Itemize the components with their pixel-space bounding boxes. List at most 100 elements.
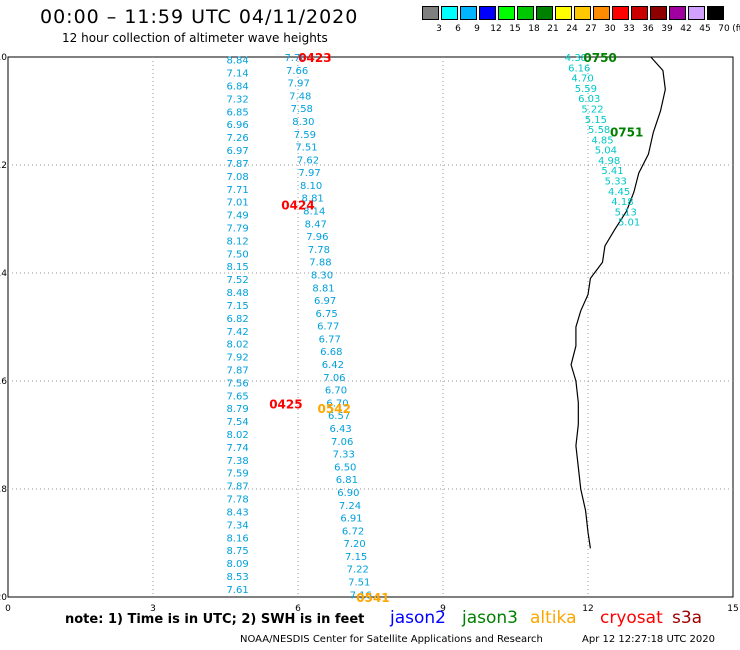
scale-label: 45 xyxy=(699,24,711,34)
track-value-right: 4.70 xyxy=(571,74,593,85)
legend-jason3: jason3 xyxy=(462,608,518,628)
scale-swatch xyxy=(650,6,667,20)
x-tick-label: 0 xyxy=(5,604,11,614)
x-tick-label: 12 xyxy=(582,604,593,614)
scale-label: 12 xyxy=(490,24,502,34)
track-value-left: 8.53 xyxy=(226,572,248,583)
track-value-right: 5.41 xyxy=(601,166,623,177)
scale-label: 36 xyxy=(642,24,654,34)
track-value-mid: 8.14 xyxy=(303,207,325,218)
y-tick-label: -14 xyxy=(0,269,7,279)
track-value-left: 7.38 xyxy=(226,456,248,467)
track-value-left: 7.54 xyxy=(226,417,248,428)
track-value-left: 8.43 xyxy=(226,507,248,518)
scale-swatch xyxy=(593,6,610,20)
track-value-left: 8.79 xyxy=(226,404,248,415)
scale-swatch xyxy=(460,6,477,20)
y-tick-label: -18 xyxy=(0,485,7,495)
track-value-mid: 6.97 xyxy=(314,296,336,307)
track-value-right: 5.33 xyxy=(605,177,627,188)
track-value-left: 8.15 xyxy=(226,262,248,273)
track-value-right: 4.98 xyxy=(598,156,620,167)
track-value-left: 7.65 xyxy=(226,391,248,402)
track-value-right: 6.03 xyxy=(578,94,600,105)
orbit-label: 0751 xyxy=(610,126,643,140)
track-value-mid: 7.97 xyxy=(288,79,310,90)
track-value-mid: 7.78 xyxy=(308,245,330,256)
track-value-left: 7.52 xyxy=(226,275,248,286)
scale-swatch xyxy=(669,6,686,20)
x-tick-label: 9 xyxy=(440,604,446,614)
scale-swatch xyxy=(555,6,572,20)
track-value-right: 5.59 xyxy=(575,84,597,95)
track-value-left: 7.32 xyxy=(226,94,248,105)
track-value-left: 7.49 xyxy=(226,211,248,222)
track-value-left: 7.87 xyxy=(226,365,248,376)
track-value-left: 8.75 xyxy=(226,546,248,557)
scale-label: 27 xyxy=(585,24,597,34)
track-value-mid: 8.81 xyxy=(302,194,324,205)
scale-swatch xyxy=(707,6,724,20)
track-value-left: 7.78 xyxy=(226,495,248,506)
scale-label: 39 xyxy=(661,24,673,34)
x-tick-label: 15 xyxy=(727,604,738,614)
track-value-left: 7.14 xyxy=(226,69,248,80)
track-value-mid: 6.70 xyxy=(326,398,348,409)
scale-swatch xyxy=(498,6,515,20)
track-value-mid: 6.77 xyxy=(317,322,339,333)
orbit-label: 0541 xyxy=(356,591,389,605)
track-value-right: 4.38 xyxy=(565,53,587,64)
scale-label: 9 xyxy=(474,24,480,34)
track-value-mid: 7.22 xyxy=(347,565,369,576)
track-value-left: 7.34 xyxy=(226,520,248,531)
track-value-left: 7.92 xyxy=(226,353,248,364)
y-tick-label: -10 xyxy=(0,53,7,63)
track-value-mid: 7.62 xyxy=(297,155,319,166)
track-value-left: 8.48 xyxy=(226,288,248,299)
scale-label: 18 xyxy=(528,24,540,34)
scale-swatch xyxy=(612,6,629,20)
track-value-mid: 6.68 xyxy=(320,347,342,358)
track-value-left: 7.79 xyxy=(226,223,248,234)
scale-label: 30 xyxy=(604,24,616,34)
track-value-right: 4.85 xyxy=(591,135,613,146)
track-value-right: 6.16 xyxy=(568,63,590,74)
track-value-mid: 7.96 xyxy=(306,232,328,243)
track-value-left: 7.15 xyxy=(226,301,248,312)
track-value-mid: 8.10 xyxy=(300,181,322,192)
chart-title: 00:00 – 11:59 UTC 04/11/2020 xyxy=(40,6,359,28)
track-value-mid: 6.43 xyxy=(330,424,352,435)
scale-label: 42 xyxy=(680,24,692,34)
scale-label: 33 xyxy=(623,24,635,34)
track-value-mid: 8.47 xyxy=(305,219,327,230)
track-value-left: 7.08 xyxy=(226,172,248,183)
track-value-mid: 7.88 xyxy=(309,258,331,269)
track-value-mid: 7.51 xyxy=(348,578,370,589)
x-tick-label: 6 xyxy=(295,604,301,614)
track-value-left: 7.87 xyxy=(226,159,248,170)
track-value-left: 6.85 xyxy=(226,107,248,118)
track-value-left: 8.84 xyxy=(226,56,248,67)
y-tick-label: -16 xyxy=(0,377,7,387)
track-value-mid: 7.51 xyxy=(295,143,317,154)
track-value-right: 5.01 xyxy=(618,218,640,229)
scale-label: 3 xyxy=(436,24,442,34)
credit-line: NOAA/NESDIS Center for Satellite Applica… xyxy=(240,634,543,645)
track-value-mid: 8.30 xyxy=(292,117,314,128)
track-value-mid: 7.59 xyxy=(294,130,316,141)
track-value-right: 4.18 xyxy=(611,197,633,208)
track-value-left: 7.01 xyxy=(226,198,248,209)
track-value-mid: 6.77 xyxy=(319,334,341,345)
track-value-mid: 6.90 xyxy=(337,488,359,499)
track-value-left: 8.02 xyxy=(226,340,248,351)
coastline xyxy=(570,56,666,549)
track-value-right: 5.13 xyxy=(615,207,637,218)
track-value-mid: 7.16 xyxy=(350,590,372,601)
track-value-mid: 7.97 xyxy=(298,168,320,179)
track-value-left: 7.74 xyxy=(226,443,248,454)
track-value-left: 7.71 xyxy=(226,185,248,196)
scale-label: 70 xyxy=(718,24,730,34)
scale-swatch xyxy=(517,6,534,20)
x-tick-label: 3 xyxy=(150,604,156,614)
